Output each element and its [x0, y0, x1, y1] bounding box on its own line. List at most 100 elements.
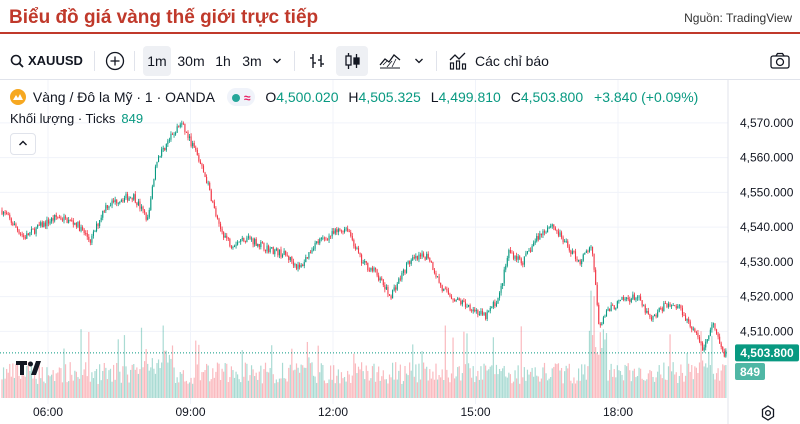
volume-bar — [237, 374, 239, 398]
candle-body — [430, 261, 432, 263]
time-axis[interactable]: 06:00 09:00 12:00 15:00 18:00 — [33, 405, 633, 419]
volume-bar — [195, 340, 197, 398]
volume-bar — [410, 370, 412, 398]
candle-body — [223, 232, 225, 238]
volume-bar — [398, 370, 400, 398]
price-tick-label: 4,510.000 — [740, 324, 794, 338]
volume-bar — [433, 379, 436, 398]
candle-body — [455, 299, 457, 302]
market-status-badge[interactable]: ≈ — [226, 88, 256, 107]
snapshot-button[interactable] — [766, 46, 794, 76]
volume-bar — [427, 380, 429, 398]
candle-body — [723, 351, 725, 357]
volume-bar — [260, 365, 262, 398]
candle-body — [398, 278, 400, 284]
volume-bar — [32, 378, 34, 398]
volume-bar — [108, 370, 110, 398]
candle-body — [269, 248, 271, 253]
candle-body — [251, 238, 253, 240]
open-value: 4,500.020 — [276, 89, 339, 106]
volume-bar — [722, 364, 724, 398]
volume-bar — [207, 365, 209, 398]
volume-bar — [130, 369, 132, 398]
candle-body — [426, 253, 428, 260]
volume-bar — [481, 379, 484, 398]
volume-bar — [705, 363, 707, 398]
tradingview-logo[interactable] — [16, 360, 42, 381]
candle-body — [289, 257, 291, 261]
volume-bar — [622, 380, 625, 398]
volume-bar — [568, 363, 570, 398]
price-chart[interactable]: 4,570.000 4,560.000 4,550.000 4,540.000 4,53… — [0, 80, 800, 424]
candle-body — [499, 292, 501, 298]
volume-bar — [35, 378, 37, 398]
candle-body — [413, 257, 415, 259]
candle-body — [588, 247, 590, 252]
candle-body — [340, 230, 342, 232]
volume-bar — [579, 380, 581, 398]
candle-body — [630, 298, 632, 302]
compare-button[interactable] — [102, 46, 128, 76]
volume-bar — [612, 376, 614, 398]
volume-bar — [367, 370, 369, 398]
indicators-button[interactable]: Các chỉ báo — [444, 46, 556, 76]
volume-bar — [494, 374, 496, 398]
chart-style-dropdown-button[interactable] — [410, 46, 428, 76]
candle-body — [106, 205, 108, 209]
candle-body — [261, 242, 263, 243]
volume-bar — [111, 381, 113, 398]
volume-bar — [700, 331, 702, 398]
volume-bar — [573, 377, 575, 398]
volume-bar — [562, 383, 564, 398]
candle-body — [472, 309, 474, 312]
candle-body — [69, 219, 71, 221]
candle-body — [171, 133, 174, 135]
volume-bar — [601, 347, 603, 398]
volume-bar — [235, 371, 237, 398]
interval-1m[interactable]: 1m — [143, 46, 171, 76]
candle-body — [224, 235, 226, 238]
candles-style-button[interactable] — [336, 46, 368, 76]
volume-bar — [49, 376, 51, 398]
interval-3m[interactable]: 3m — [242, 53, 262, 69]
volume-bar — [500, 371, 502, 398]
volume-bar — [185, 380, 188, 398]
interval-1h[interactable]: 1h — [215, 53, 231, 69]
candle-body — [587, 250, 589, 252]
volume-bar — [162, 325, 164, 398]
symbol-search-button[interactable]: XAUUSD — [8, 46, 94, 76]
volume-bar — [463, 331, 465, 398]
collapse-legend-button[interactable] — [10, 133, 36, 155]
volume-bar — [348, 374, 350, 398]
area-style-button[interactable] — [374, 46, 406, 76]
bar-style-button[interactable] — [303, 46, 331, 76]
volume-bar — [619, 371, 622, 398]
volume-bar — [593, 296, 595, 398]
candle-body — [226, 235, 228, 239]
volume-bar — [126, 374, 129, 398]
instrument-name[interactable]: Vàng / Đô la Mỹ · 1 · OANDA — [32, 89, 215, 106]
candle-body — [80, 227, 82, 232]
interval-dropdown-button[interactable] — [268, 46, 286, 76]
candle-body — [599, 324, 601, 326]
volume-bar — [350, 382, 352, 398]
candle-body — [7, 214, 9, 216]
candle-body — [584, 252, 586, 255]
volume-value: 849 — [121, 111, 144, 126]
candle-body — [159, 156, 161, 158]
chart-settings-button[interactable] — [760, 405, 776, 421]
candle-body — [302, 264, 304, 267]
volume-bar — [27, 362, 29, 398]
volume-bar — [681, 372, 684, 398]
candle-body — [308, 252, 310, 259]
volume-bar — [570, 380, 572, 398]
candle-body — [291, 257, 293, 262]
interval-30m[interactable]: 30m — [177, 53, 205, 69]
volume-bar — [187, 383, 189, 398]
volume-bar — [94, 371, 96, 398]
candle-body — [195, 147, 197, 150]
candle-body — [140, 206, 143, 209]
price-axis[interactable]: 4,570.000 4,560.000 4,550.000 4,540.000 4,53… — [740, 116, 794, 339]
volume-bar — [89, 381, 91, 398]
time-tick-label: 12:00 — [318, 405, 348, 419]
